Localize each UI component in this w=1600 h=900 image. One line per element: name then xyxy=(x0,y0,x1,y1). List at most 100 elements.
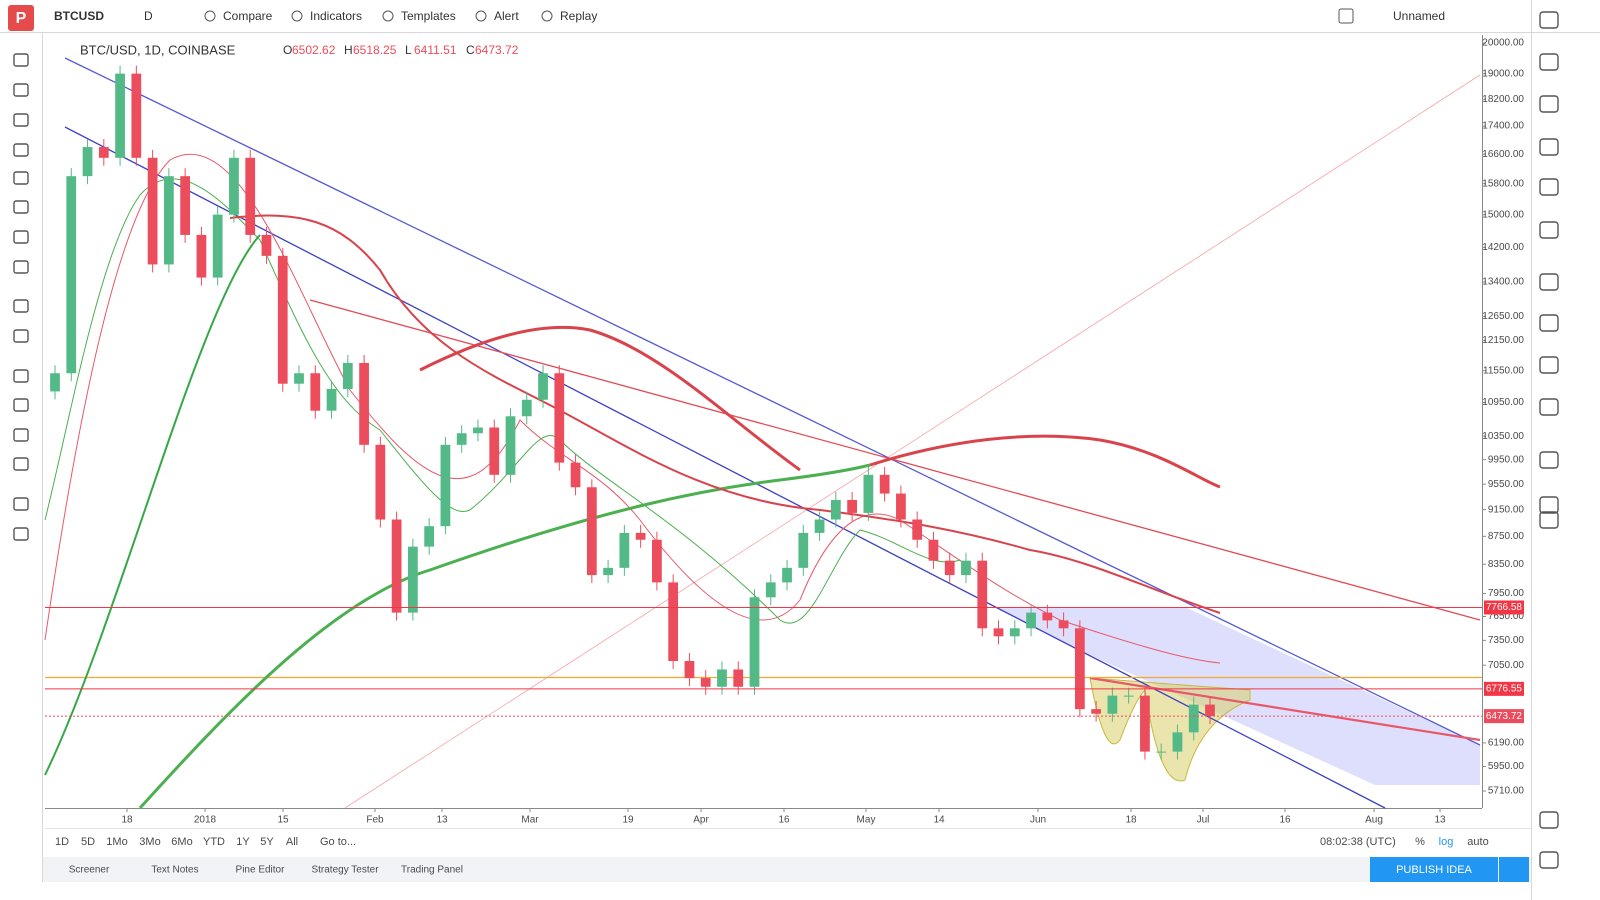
range-button[interactable]: 1Y xyxy=(236,836,250,848)
tool-icon[interactable] xyxy=(13,398,29,412)
tool-icon[interactable] xyxy=(13,260,29,274)
sidebar-icon[interactable] xyxy=(1539,178,1559,196)
y-tick-label: 9950.00 xyxy=(1488,454,1525,465)
candle xyxy=(147,157,158,265)
sidebar-icon[interactable] xyxy=(1539,496,1559,514)
toolbar-button[interactable]: Templates xyxy=(401,9,456,23)
scale-option[interactable]: % xyxy=(1415,836,1425,848)
sidebar-icon[interactable] xyxy=(1539,398,1559,416)
candle xyxy=(180,176,191,235)
y-tick-label: 8350.00 xyxy=(1488,559,1525,570)
range-button[interactable]: 6Mo xyxy=(171,836,192,848)
candle xyxy=(1009,628,1020,637)
y-tick-label: 15800.00 xyxy=(1482,178,1524,189)
publish-button[interactable] xyxy=(1370,857,1498,882)
chart-title: BTC/USD, 1D, COINBASE xyxy=(80,42,236,57)
sidebar-icon[interactable] xyxy=(1539,138,1559,156)
sidebar-icon[interactable] xyxy=(1539,314,1559,332)
tool-icon[interactable] xyxy=(13,143,29,157)
range-button[interactable]: 3Mo xyxy=(139,836,160,848)
range-button[interactable]: 5Y xyxy=(260,836,274,848)
y-tick-label: 18200.00 xyxy=(1482,94,1524,105)
bottom-tab[interactable]: Screener xyxy=(69,865,110,876)
sidebar-icon[interactable] xyxy=(1539,511,1559,529)
y-tick-label: 6190.00 xyxy=(1488,738,1525,749)
toolbar-icon[interactable] xyxy=(475,10,487,22)
bottom-tab[interactable]: Strategy Tester xyxy=(311,865,379,876)
candle xyxy=(912,519,923,540)
toolbar-button[interactable]: Alert xyxy=(494,9,519,23)
ohlc-key: L xyxy=(405,43,412,57)
candle xyxy=(1107,695,1118,714)
range-button[interactable]: 1D xyxy=(55,836,69,848)
tool-icon[interactable] xyxy=(13,200,29,214)
price-label: 7766.58 xyxy=(1486,602,1523,613)
x-tick-label: 16 xyxy=(1279,815,1291,826)
candle xyxy=(326,389,337,411)
candle xyxy=(554,373,565,463)
sidebar-icon[interactable] xyxy=(1539,221,1559,239)
tool-icon[interactable] xyxy=(13,457,29,471)
toolbar-button[interactable]: Replay xyxy=(560,9,597,23)
tool-icon[interactable] xyxy=(13,497,29,511)
y-tick-label: 12150.00 xyxy=(1482,335,1524,346)
logo-glyph: P xyxy=(16,10,27,27)
candle xyxy=(961,560,971,576)
moving-average xyxy=(419,325,801,472)
candle xyxy=(98,147,109,158)
sidebar-icon[interactable] xyxy=(1539,811,1559,829)
range-button[interactable]: YTD xyxy=(203,836,225,848)
symbol[interactable]: BTCUSD xyxy=(54,9,104,23)
play-button[interactable] xyxy=(1499,857,1529,882)
toolbar-button[interactable]: Compare xyxy=(223,9,273,23)
toolbar-icon[interactable] xyxy=(204,10,216,22)
tool-icon[interactable] xyxy=(13,171,29,185)
tool-icon[interactable] xyxy=(13,113,29,127)
layout-name[interactable]: Unnamed xyxy=(1393,9,1445,23)
tool-icon[interactable] xyxy=(13,230,29,244)
range-button[interactable]: 1Mo xyxy=(106,836,127,848)
bottom-tab[interactable]: Trading Panel xyxy=(401,865,463,876)
tool-icon[interactable] xyxy=(13,369,29,383)
toolbar-icon[interactable] xyxy=(541,10,553,22)
sidebar-icon[interactable] xyxy=(1539,11,1559,29)
candle xyxy=(684,661,695,679)
tool-icon[interactable] xyxy=(13,329,29,343)
tool-icon[interactable] xyxy=(13,83,29,97)
sidebar-icon[interactable] xyxy=(1539,451,1559,469)
bottom-tab[interactable]: Text Notes xyxy=(151,865,198,876)
sidebar-icon[interactable] xyxy=(1539,273,1559,291)
tool-icon[interactable] xyxy=(13,527,29,541)
checkbox-icon[interactable] xyxy=(1338,8,1354,24)
sidebar-icon[interactable] xyxy=(1539,356,1559,374)
sidebar-icon[interactable] xyxy=(1539,53,1559,71)
y-tick-label: 7350.00 xyxy=(1488,635,1525,646)
range-button[interactable]: 5D xyxy=(81,836,95,848)
range-button[interactable]: All xyxy=(286,836,298,848)
candle xyxy=(570,462,581,488)
sidebar-icon[interactable] xyxy=(1539,95,1559,113)
scale-option[interactable]: auto xyxy=(1467,836,1488,848)
tool-icon[interactable] xyxy=(13,299,29,313)
toolbar-icon[interactable] xyxy=(291,10,303,22)
toolbar-icon[interactable] xyxy=(382,10,394,22)
candle xyxy=(310,373,321,411)
sidebar-icon[interactable] xyxy=(1539,851,1559,869)
tool-icon[interactable] xyxy=(13,428,29,442)
candle xyxy=(408,546,418,613)
x-tick-label: 2018 xyxy=(194,815,217,826)
goto-button[interactable]: Go to... xyxy=(320,836,356,848)
bottom-tab[interactable]: Pine Editor xyxy=(236,865,286,876)
candle xyxy=(424,526,435,547)
tool-icon[interactable] xyxy=(13,53,29,67)
interval[interactable]: D xyxy=(144,9,153,23)
toolbar-button[interactable]: Indicators xyxy=(310,9,362,23)
logo[interactable] xyxy=(8,5,34,31)
candle xyxy=(196,234,207,278)
ohlc-value: 6411.51 xyxy=(414,43,457,57)
x-tick-label: 19 xyxy=(622,815,634,826)
scale-option[interactable]: log xyxy=(1439,836,1454,848)
candle xyxy=(261,234,272,256)
